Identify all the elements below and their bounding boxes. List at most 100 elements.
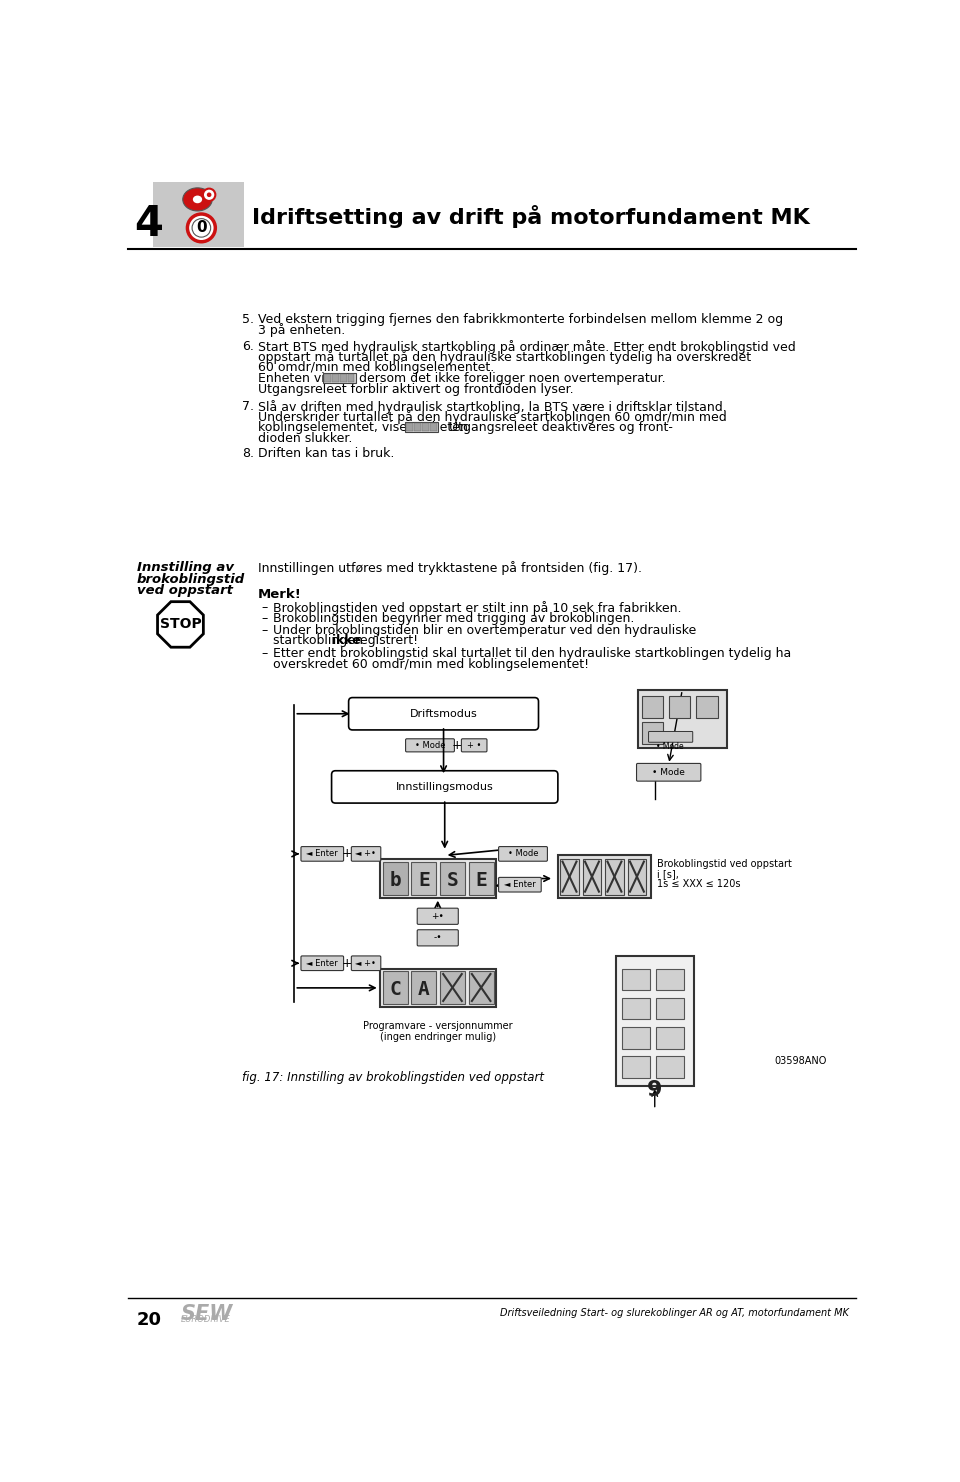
Text: C: C <box>389 980 401 999</box>
FancyBboxPatch shape <box>340 373 347 381</box>
FancyBboxPatch shape <box>657 997 684 1020</box>
Text: 7.: 7. <box>243 400 254 412</box>
Text: Etter endt brokoblingstid skal turtallet til den hydrauliske startkoblingen tyde: Etter endt brokoblingstid skal turtallet… <box>274 646 792 659</box>
Text: Underskrider turtallet på den hydrauliske startkoblingen 60 omdr/min med: Underskrider turtallet på den hydraulisk… <box>258 411 727 424</box>
Text: 6.: 6. <box>243 339 254 353</box>
Circle shape <box>192 219 210 237</box>
FancyBboxPatch shape <box>412 861 436 895</box>
FancyBboxPatch shape <box>696 697 717 717</box>
FancyBboxPatch shape <box>641 697 663 717</box>
FancyBboxPatch shape <box>405 422 438 431</box>
FancyBboxPatch shape <box>657 1027 684 1049</box>
Text: overskredet 60 omdr/min med koblingselementet!: overskredet 60 omdr/min med koblingselem… <box>274 658 589 670</box>
FancyBboxPatch shape <box>418 908 458 925</box>
Text: E: E <box>475 870 487 889</box>
Text: koblingselementet, viser enheten: koblingselementet, viser enheten <box>258 421 468 434</box>
FancyBboxPatch shape <box>440 971 465 1003</box>
Text: STOP: STOP <box>159 618 202 631</box>
Text: 1s ≤ XXX ≤ 120s: 1s ≤ XXX ≤ 120s <box>657 879 740 889</box>
Text: –: – <box>262 612 268 625</box>
Text: A: A <box>418 980 430 999</box>
Text: Brokoblingstid ved oppstart: Brokoblingstid ved oppstart <box>657 860 792 870</box>
FancyBboxPatch shape <box>605 858 624 895</box>
Text: ved oppstart: ved oppstart <box>137 584 233 597</box>
Text: brokoblingstid: brokoblingstid <box>137 574 246 585</box>
FancyBboxPatch shape <box>462 740 487 751</box>
Text: 4: 4 <box>134 203 163 245</box>
Text: • Mode: • Mode <box>657 741 684 750</box>
Text: • Mode: • Mode <box>415 741 445 750</box>
FancyBboxPatch shape <box>641 722 663 744</box>
Text: • Mode: • Mode <box>508 849 539 858</box>
Text: ◄ Enter: ◄ Enter <box>306 849 338 858</box>
Text: (ingen endringer mulig): (ingen endringer mulig) <box>380 1031 495 1042</box>
Text: ikke: ikke <box>331 634 360 648</box>
Text: –: – <box>262 600 268 614</box>
FancyBboxPatch shape <box>628 858 646 895</box>
Text: ◄ +•: ◄ +• <box>355 849 376 858</box>
FancyBboxPatch shape <box>405 740 454 751</box>
Text: dersom det ikke foreligger noen overtemperatur.: dersom det ikke foreligger noen overtemp… <box>359 372 665 385</box>
FancyBboxPatch shape <box>348 373 354 381</box>
Text: Innstillingen utføres med trykktastene på frontsiden (fig. 17).: Innstillingen utføres med trykktastene p… <box>258 562 642 575</box>
Text: Idriftsetting av drift på motorfundament MK: Idriftsetting av drift på motorfundament… <box>252 205 809 228</box>
Ellipse shape <box>193 196 203 203</box>
FancyBboxPatch shape <box>669 697 690 717</box>
Text: Brokoblingstiden ved oppstart er stilt inn på 10 sek fra fabrikken.: Brokoblingstiden ved oppstart er stilt i… <box>274 600 682 615</box>
FancyBboxPatch shape <box>351 846 381 861</box>
FancyBboxPatch shape <box>498 846 547 861</box>
Text: oppstart må turtallet på den hydrauliske startkoblingen tydelig ha overskredet: oppstart må turtallet på den hydrauliske… <box>258 350 751 365</box>
Text: Enheten viser: Enheten viser <box>258 372 344 385</box>
FancyBboxPatch shape <box>616 956 693 1086</box>
Text: Start BTS med hydraulisk startkobling på ordinær måte. Etter endt brokoblingstid: Start BTS med hydraulisk startkobling på… <box>258 339 796 354</box>
Text: startkoblingen: startkoblingen <box>274 634 368 648</box>
Text: -•: -• <box>433 934 442 943</box>
Circle shape <box>206 193 211 197</box>
Text: + •: + • <box>467 741 481 750</box>
Text: Slå av driften med hydraulisk startkobling, la BTS være i driftsklar tilstand.: Slå av driften med hydraulisk startkobli… <box>258 400 727 413</box>
FancyBboxPatch shape <box>440 861 465 895</box>
Text: E: E <box>418 870 430 889</box>
Text: . Utgangsreleet deaktiveres og front-: . Utgangsreleet deaktiveres og front- <box>441 421 673 434</box>
Text: 5.: 5. <box>243 313 254 326</box>
FancyBboxPatch shape <box>414 422 420 431</box>
Text: Driftsveiledning Start- og slurekoblinger AR og AT, motorfundament MK: Driftsveiledning Start- og slurekoblinge… <box>499 1309 849 1317</box>
Text: ◄ Enter: ◄ Enter <box>306 959 338 968</box>
Text: 3 på enheten.: 3 på enheten. <box>258 323 346 338</box>
Text: Programvare - versjonnummer: Programvare - versjonnummer <box>363 1021 513 1031</box>
FancyBboxPatch shape <box>301 956 344 971</box>
Text: Merk!: Merk! <box>258 588 301 602</box>
FancyBboxPatch shape <box>468 971 493 1003</box>
Text: Innstillingsmodus: Innstillingsmodus <box>396 782 493 791</box>
Text: +: + <box>342 957 352 969</box>
FancyBboxPatch shape <box>622 997 650 1020</box>
Text: Under brokoblingstiden blir en overtemperatur ved den hydrauliske: Under brokoblingstiden blir en overtempe… <box>274 624 697 637</box>
FancyBboxPatch shape <box>637 691 727 747</box>
FancyBboxPatch shape <box>332 373 339 381</box>
FancyBboxPatch shape <box>406 422 413 431</box>
FancyBboxPatch shape <box>498 877 541 892</box>
Circle shape <box>203 188 215 202</box>
FancyBboxPatch shape <box>657 1057 684 1077</box>
Text: b: b <box>389 870 401 889</box>
Text: SEW: SEW <box>180 1304 232 1325</box>
FancyBboxPatch shape <box>622 1057 650 1077</box>
Text: +: + <box>452 740 463 751</box>
FancyBboxPatch shape <box>422 422 429 431</box>
Text: i [s],: i [s], <box>657 870 679 879</box>
FancyBboxPatch shape <box>324 373 331 381</box>
Text: registrert!: registrert! <box>351 634 418 648</box>
Text: Utgangsreleet forblir aktivert og frontdioden lyser.: Utgangsreleet forblir aktivert og frontd… <box>258 382 573 396</box>
Text: Brokoblingstiden begynner med trigging av brokoblingen.: Brokoblingstiden begynner med trigging a… <box>274 612 635 625</box>
FancyBboxPatch shape <box>351 956 381 971</box>
Text: S: S <box>446 870 458 889</box>
FancyBboxPatch shape <box>348 698 539 731</box>
FancyBboxPatch shape <box>649 732 693 742</box>
Text: 03598ANO: 03598ANO <box>775 1055 827 1066</box>
Circle shape <box>187 213 215 242</box>
Text: dioden slukker.: dioden slukker. <box>258 431 352 445</box>
FancyBboxPatch shape <box>468 861 493 895</box>
Text: Driften kan tas i bruk.: Driften kan tas i bruk. <box>258 448 395 461</box>
FancyBboxPatch shape <box>383 971 408 1003</box>
FancyBboxPatch shape <box>622 1027 650 1049</box>
